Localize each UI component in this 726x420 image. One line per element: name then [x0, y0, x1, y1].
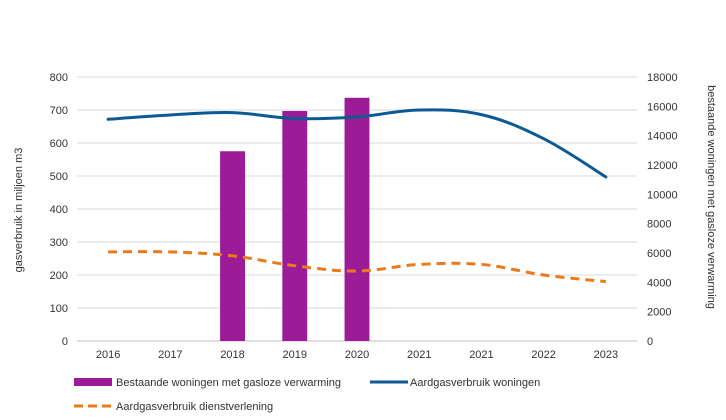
x-axis-tick-label: 2017	[158, 349, 182, 361]
left-axis-tick-label: 600	[50, 138, 68, 150]
right-axis-tick-label: 0	[647, 336, 653, 348]
left-axis-tick-label: 700	[50, 105, 68, 117]
x-axis-tick-label: 2021	[469, 349, 493, 361]
left-axis-ticks: 0 100 200 300 400 500 600 700 800	[50, 72, 68, 348]
left-axis-tick-label: 500	[50, 171, 68, 183]
line-series	[106, 108, 608, 284]
right-axis-tick-label: 12000	[647, 160, 678, 172]
left-axis-tick-label: 100	[50, 303, 68, 315]
x-axis-tick-label: 2023	[594, 349, 618, 361]
legend-label-aardgasverbruik-dienstverlening: Aardgasverbruik dienstverlening	[116, 401, 273, 413]
bar-2020	[344, 97, 370, 341]
right-axis-tick-label: 6000	[647, 248, 671, 260]
x-axis-tick-label: 2021	[407, 349, 431, 361]
right-axis-tick-label: 4000	[647, 277, 671, 289]
left-axis-tick-label: 200	[50, 270, 68, 282]
right-axis-tick-label: 16000	[647, 101, 678, 113]
right-axis-tick-label: 2000	[647, 307, 671, 319]
x-axis-ticks: 2016 2017 2018 2019 2020 2021 2021 2022 2023	[96, 349, 618, 361]
right-axis-tick-label: 18000	[647, 72, 678, 84]
bar-2018	[220, 151, 245, 341]
x-axis-tick-label: 2022	[531, 349, 555, 361]
right-axis-tick-label: 14000	[647, 131, 678, 143]
left-axis-title: gasverbruik in miljoen m3	[13, 148, 25, 273]
right-axis-tick-label: 8000	[647, 219, 671, 231]
bar-2019	[282, 110, 308, 342]
legend-label-bestaande-woningen: Bestaande woningen met gasloze verwarmin…	[116, 377, 341, 389]
x-axis-tick-label: 2019	[283, 349, 307, 361]
left-axis-tick-label: 400	[50, 204, 68, 216]
right-axis-ticks: 0 2000 4000 6000 8000 10000 12000 14000 16000 180…	[647, 72, 678, 348]
legend: Bestaande woningen met gasloze verwarmin…	[74, 377, 540, 413]
right-axis-tick-label: 10000	[647, 189, 678, 201]
right-axis-title: bestaande woningen met gasloze verwarmin…	[705, 85, 717, 309]
bar-series	[220, 97, 370, 342]
x-axis-tick-label: 2020	[345, 349, 369, 361]
x-axis-tick-label: 2016	[96, 349, 120, 361]
left-axis-tick-label: 300	[50, 237, 68, 249]
x-axis-tick-label: 2018	[220, 349, 244, 361]
line-aardgasverbruik-woningen	[106, 108, 608, 179]
legend-label-aardgasverbruik-woningen: Aardgasverbruik woningen	[410, 377, 540, 389]
left-axis-tick-label: 0	[62, 336, 68, 348]
legend-swatch-bestaande-woningen	[74, 378, 112, 386]
line-aardgasverbruik-dienstverlening	[108, 250, 607, 284]
left-axis-tick-label: 800	[50, 72, 68, 84]
